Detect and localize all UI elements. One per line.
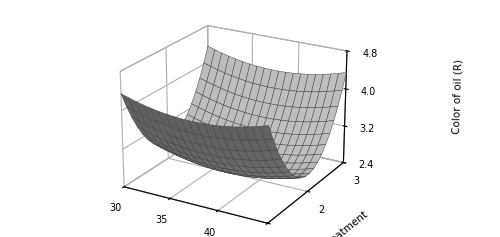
Y-axis label: Treatment: Treatment: [322, 210, 370, 237]
